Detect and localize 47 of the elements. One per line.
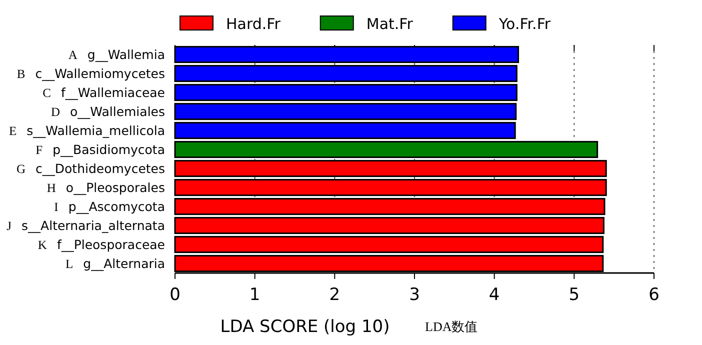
text: G xyxy=(16,162,26,176)
y-tick-label: f__Pleosporaceae xyxy=(56,237,166,252)
x-tick-label: 2 xyxy=(329,285,340,305)
y-tick-label: g__Alternaria xyxy=(83,256,165,271)
text: LDA数值 xyxy=(425,319,478,334)
text: J xyxy=(6,219,12,233)
y-tick-label: s__Wallemia_mellicola xyxy=(26,123,165,138)
legend-label: Hard.Fr xyxy=(226,15,282,33)
bar xyxy=(174,160,607,178)
bar xyxy=(174,102,517,120)
bar xyxy=(174,198,606,216)
text: E xyxy=(8,124,17,138)
y-tick-label: o__Wallemiales xyxy=(70,104,165,119)
legend-label: Yo.Fr.Fr xyxy=(498,15,552,33)
y-tick-label: p__Basidiomycota xyxy=(52,142,165,157)
x-tick-label: 1 xyxy=(249,285,260,305)
text: B xyxy=(16,67,26,81)
text: L xyxy=(66,257,74,271)
text: K xyxy=(38,238,47,252)
y-tick-label: s__Alternaria_alternata xyxy=(22,218,165,233)
bar xyxy=(174,140,598,158)
bar xyxy=(174,178,607,196)
x-tick-label: 0 xyxy=(170,285,180,305)
bar xyxy=(174,46,520,64)
y-tick-label: c__Wallemiomycetes xyxy=(35,66,165,81)
x-tick-label: 4 xyxy=(488,285,500,305)
bar xyxy=(174,64,518,82)
bar xyxy=(174,216,604,234)
text: H xyxy=(46,181,56,195)
y-tick-label: c__Dothideomycetes xyxy=(36,161,165,176)
y-tick-label: f__Wallemiaceae xyxy=(61,85,166,100)
x-tick-label: 6 xyxy=(648,285,660,305)
y-tick-label: g__Wallemia xyxy=(87,47,165,62)
text: F xyxy=(36,143,43,157)
text: C xyxy=(42,86,52,100)
x-tick-label: 5 xyxy=(568,285,580,305)
bar xyxy=(174,84,518,102)
y-tick-label: p__Ascomycota xyxy=(68,199,165,214)
x-tick-label: 3 xyxy=(409,285,420,305)
text: I xyxy=(54,200,58,214)
text: D xyxy=(50,105,60,119)
text: A xyxy=(68,48,78,62)
bar xyxy=(174,122,516,140)
bar xyxy=(174,236,604,254)
y-tick-label: o__Pleosporales xyxy=(66,180,165,195)
x-axis-title: LDA SCORE (log 10) xyxy=(220,317,390,337)
legend-label: Mat.Fr xyxy=(366,15,414,33)
